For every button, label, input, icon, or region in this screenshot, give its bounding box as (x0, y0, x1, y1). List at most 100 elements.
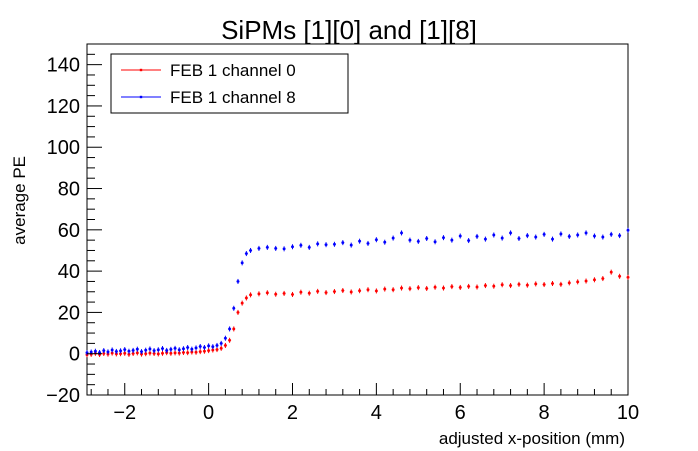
data-point (366, 242, 370, 245)
legend-label-0: FEB 1 channel 0 (170, 61, 296, 80)
data-point (534, 235, 537, 239)
data-point (400, 286, 403, 290)
data-point (127, 353, 131, 356)
data-point (123, 348, 126, 351)
series-0 (85, 269, 630, 358)
data-point (433, 240, 437, 243)
y-tick-label: 100 (47, 137, 80, 159)
data-point (358, 239, 361, 243)
data-point (408, 238, 412, 242)
data-point (601, 235, 605, 239)
series-1 (85, 227, 630, 356)
data-point (282, 247, 286, 251)
data-point (240, 261, 244, 265)
data-point (215, 348, 219, 351)
data-point (165, 349, 168, 352)
data-point (526, 283, 529, 287)
data-point (211, 348, 215, 352)
data-point (178, 351, 181, 355)
data-point (601, 277, 605, 280)
y-tick-label: 40 (58, 261, 80, 283)
data-point (584, 231, 588, 235)
data-point (568, 281, 571, 285)
x-tick-label: 10 (617, 402, 639, 424)
data-point (559, 283, 563, 286)
data-point (211, 345, 215, 348)
data-point (220, 342, 223, 345)
data-point (610, 270, 613, 274)
data-point (144, 348, 147, 352)
data-point (169, 352, 173, 355)
data-point (383, 287, 386, 291)
x-tick-label: 4 (371, 402, 382, 424)
data-point (442, 236, 445, 239)
data-point (110, 351, 114, 355)
y-axis-label: average PE (10, 156, 29, 245)
data-point (408, 287, 412, 290)
data-point (169, 348, 173, 351)
data-point (136, 347, 139, 351)
data-point (220, 347, 223, 350)
data-point (526, 234, 529, 237)
data-point (194, 346, 198, 350)
data-point (190, 350, 194, 354)
y-tick-label: 0 (69, 344, 80, 366)
data-point (299, 244, 303, 247)
data-point (94, 350, 97, 353)
data-point (186, 346, 189, 349)
data-point (152, 349, 156, 352)
y-tick-label: −20 (46, 385, 80, 407)
data-point (333, 290, 336, 293)
data-point (186, 351, 189, 354)
y-tick-label: 140 (47, 55, 80, 77)
data-point (136, 351, 139, 355)
data-point (173, 347, 177, 350)
data-point (224, 337, 227, 340)
data-point (475, 235, 479, 238)
data-point (119, 352, 122, 355)
data-point (450, 238, 454, 242)
data-point (85, 351, 89, 354)
data-point (316, 290, 319, 293)
data-point (584, 279, 588, 283)
data-point (240, 301, 244, 305)
data-point (203, 350, 206, 353)
data-point (433, 286, 437, 289)
data-point (102, 349, 105, 352)
data-point (199, 345, 202, 348)
data-layer (85, 227, 630, 358)
data-point (509, 284, 512, 287)
y-tick-label: 60 (58, 220, 80, 242)
data-point (245, 296, 248, 300)
data-point (484, 284, 487, 287)
y-tick-label: 20 (58, 302, 80, 324)
x-tick-label: −2 (113, 402, 136, 424)
data-point (500, 236, 504, 240)
data-point (450, 285, 454, 288)
x-tick-label: 8 (539, 402, 550, 424)
data-point (324, 243, 328, 246)
data-point (207, 349, 210, 352)
data-point (232, 307, 235, 310)
data-point (215, 344, 219, 347)
legend-item-1: FEB 1 channel 8 (121, 88, 296, 107)
data-point (102, 352, 105, 355)
data-point (178, 348, 181, 351)
data-point (341, 289, 345, 292)
data-point (551, 237, 554, 241)
data-point (618, 275, 621, 278)
data-point (484, 237, 487, 241)
data-point (110, 348, 114, 352)
data-point (341, 241, 345, 244)
x-axis-label: adjusted x-position (mm) (439, 429, 625, 448)
data-point (224, 344, 227, 347)
data-point (333, 243, 336, 246)
data-point (517, 237, 521, 240)
data-point (274, 247, 277, 250)
data-point (236, 280, 240, 283)
data-point (194, 351, 198, 354)
data-point (610, 233, 613, 236)
data-point (308, 246, 311, 249)
chart-title: SiPMs [1][0] and [1][8] (221, 15, 477, 45)
data-point (492, 284, 495, 288)
